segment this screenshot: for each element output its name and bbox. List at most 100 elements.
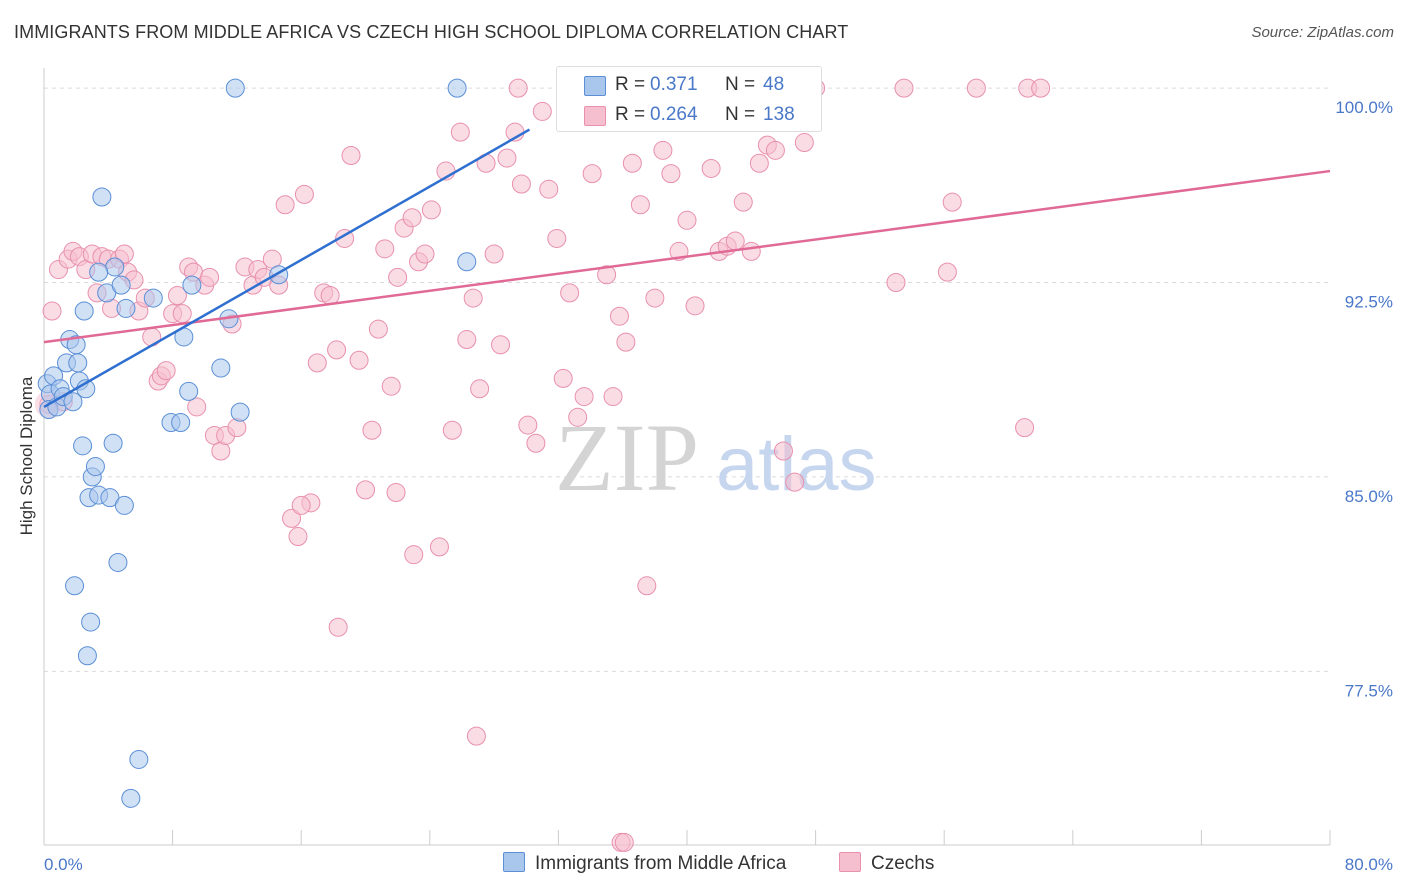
czechs-point: [114, 244, 134, 264]
middle-africa-point: [108, 552, 128, 572]
czechs-point: [470, 379, 490, 399]
czechs-point: [291, 495, 311, 515]
x-tick-label: 80.0%: [1345, 855, 1393, 874]
n-label: N =: [725, 104, 756, 125]
stats-legend-row-blue: R = 0.371 N = 48: [557, 70, 821, 100]
blue-swatch: [503, 852, 525, 872]
stats-legend: R = 0.371 N = 48 R = 0.264 N = 138: [556, 66, 822, 132]
middle-africa-trend-line: [43, 128, 531, 409]
czechs-point: [511, 174, 531, 194]
czechs-point: [415, 244, 435, 264]
czechs-point: [381, 376, 401, 396]
legend-item-czechs[interactable]: Czechs: [839, 852, 934, 876]
czechs-point: [167, 285, 187, 305]
legend-label: Czechs: [871, 853, 935, 874]
czechs-point: [886, 273, 906, 293]
middle-africa-point: [111, 275, 131, 295]
czechs-point: [942, 192, 962, 212]
middle-africa-point: [85, 457, 105, 477]
czechs-point: [741, 241, 761, 261]
czechs-point: [560, 283, 580, 303]
czechs-point: [349, 350, 369, 370]
middle-africa-point: [97, 283, 117, 303]
czechs-point: [288, 527, 308, 547]
middle-africa-point: [129, 749, 149, 769]
n-value: 138: [763, 104, 795, 125]
middle-africa-point: [171, 412, 191, 432]
n-label: N =: [725, 74, 756, 95]
watermark-atlas: atlas: [716, 422, 877, 507]
r-label: R =: [615, 74, 646, 95]
chart-title: IMMIGRANTS FROM MIDDLE AFRICA VS CZECH H…: [14, 22, 849, 42]
middle-africa-point: [114, 495, 134, 515]
blue-swatch: [584, 76, 606, 96]
czechs-point: [701, 158, 721, 178]
czechs-point: [725, 231, 745, 251]
czechs-point: [568, 407, 588, 427]
middle-africa-point: [74, 301, 94, 321]
czechs-point: [156, 361, 176, 381]
czechs-point: [765, 140, 785, 160]
pink-swatch: [839, 852, 861, 872]
czechs-point: [307, 353, 327, 373]
middle-africa-point: [105, 257, 125, 277]
middle-africa-point: [65, 576, 85, 596]
czechs-point: [497, 148, 517, 168]
middle-africa-point: [81, 612, 101, 632]
n-value: 48: [763, 74, 785, 95]
czechs-point: [402, 208, 422, 228]
czechs-point: [894, 78, 914, 98]
middle-africa-point: [225, 78, 245, 98]
czechs-point: [773, 441, 793, 461]
czechs-point: [484, 244, 504, 264]
czechs-point: [142, 327, 162, 347]
czechs-points: [34, 78, 1051, 852]
czechs-point: [526, 433, 546, 453]
middle-africa-point: [121, 788, 141, 808]
czechs-point: [375, 239, 395, 259]
czechs-point: [227, 418, 247, 438]
middle-africa-point: [73, 436, 93, 456]
middle-africa-point: [116, 298, 136, 318]
legend-item-middle-africa[interactable]: Immigrants from Middle Africa: [503, 852, 786, 876]
czechs-point: [547, 228, 567, 248]
czechs-point: [388, 267, 408, 287]
middle-africa-point: [89, 262, 109, 282]
czechs-point: [327, 340, 347, 360]
middle-africa-point: [143, 288, 163, 308]
middle-africa-point: [77, 646, 97, 666]
czechs-point: [1031, 78, 1051, 98]
middle-africa-point: [457, 252, 477, 272]
czechs-point: [630, 195, 650, 215]
watermark: ZIP atlas: [555, 404, 877, 511]
czechs-point: [356, 480, 375, 500]
middle-africa-point: [103, 433, 123, 453]
y-tick-label: 92.5%: [1345, 293, 1393, 312]
czechs-point: [733, 192, 753, 212]
czechs-point: [368, 319, 388, 339]
legend-label: Immigrants from Middle Africa: [535, 853, 787, 874]
czechs-point: [404, 545, 424, 565]
czechs-point: [457, 330, 477, 350]
middle-africa-points: [37, 78, 477, 808]
czechs-point: [42, 301, 62, 321]
r-label: R =: [615, 104, 646, 125]
czechs-point: [794, 133, 814, 153]
czechs-point: [294, 184, 314, 204]
czechs-point: [341, 146, 361, 165]
middle-africa-point: [182, 275, 202, 295]
czechs-point: [645, 288, 665, 308]
czechs-point: [450, 122, 470, 142]
czechs-point: [491, 335, 511, 355]
czechs-point: [187, 397, 207, 417]
czechs-point: [466, 726, 486, 746]
czechs-point: [622, 153, 642, 173]
middle-africa-point: [63, 392, 83, 412]
y-tick-label: 85.0%: [1345, 487, 1393, 506]
czechs-point: [637, 576, 657, 596]
czechs-point: [582, 164, 602, 184]
middle-africa-point: [92, 187, 112, 207]
czechs-point: [508, 78, 528, 98]
czechs-point: [386, 482, 406, 502]
axes: [43, 68, 1331, 846]
